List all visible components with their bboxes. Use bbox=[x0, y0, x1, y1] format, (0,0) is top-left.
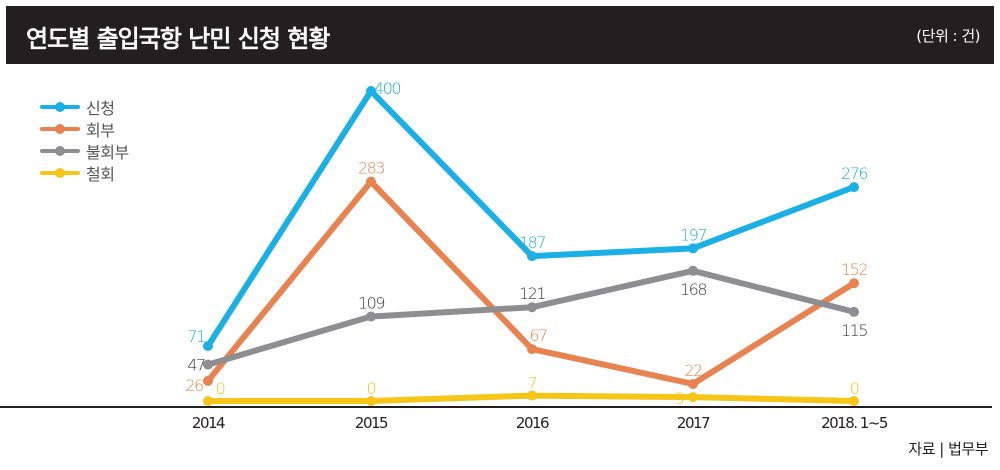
data-label-referred: 152 bbox=[841, 260, 867, 279]
legend-swatch-icon bbox=[40, 168, 80, 178]
series-layer bbox=[203, 86, 859, 406]
data-label-referred: 67 bbox=[529, 326, 547, 345]
data-point-referred bbox=[203, 375, 213, 386]
chart-header: 연도별 출입국항 난민 신청 현황 (단위 : 건) bbox=[6, 6, 994, 64]
x-tick-label: 2018. 1~5 bbox=[821, 414, 888, 432]
data-point-apply bbox=[527, 251, 537, 262]
data-point-withdrawn bbox=[366, 396, 376, 406]
data-label-withdrawn: 5 bbox=[675, 389, 684, 408]
data-label-apply: 400 bbox=[374, 79, 400, 98]
data-label-withdrawn: 0 bbox=[850, 379, 859, 398]
legend-label: 신청 bbox=[86, 99, 115, 118]
legend-item-apply: 신청 bbox=[40, 96, 129, 118]
legend-label: 회부 bbox=[86, 121, 115, 140]
data-label-apply: 276 bbox=[841, 164, 867, 183]
source-note: 자료 | 법무부 bbox=[908, 440, 988, 458]
unit-label: (단위 : 건) bbox=[916, 27, 980, 45]
x-tick-label: 2017 bbox=[677, 414, 710, 432]
data-point-referred bbox=[527, 344, 537, 355]
data-point-not-referred bbox=[527, 302, 537, 313]
x-tick-label: 2014 bbox=[192, 414, 225, 432]
legend-swatch-icon bbox=[40, 102, 80, 112]
label-layer: 0 0 7 5 0 26 283 67 22 152 47 109 121 168 115 71 400 187 1… bbox=[185, 79, 869, 408]
data-point-withdrawn bbox=[688, 392, 698, 403]
data-label-apply: 197 bbox=[680, 225, 706, 244]
data-label-not-referred: 121 bbox=[519, 284, 545, 303]
data-point-apply bbox=[849, 182, 859, 193]
data-point-not-referred bbox=[203, 359, 213, 370]
x-tick-label: 2015 bbox=[355, 414, 388, 432]
data-label-withdrawn: 0 bbox=[367, 379, 376, 398]
legend-swatch-icon bbox=[40, 124, 80, 134]
legend-item-referred: 회부 bbox=[40, 118, 129, 140]
data-point-not-referred bbox=[366, 311, 376, 322]
tick-layer: 2014 2015 2016 2017 2018. 1~5 bbox=[192, 414, 889, 432]
data-point-referred bbox=[688, 378, 698, 389]
data-label-referred: 22 bbox=[684, 361, 702, 380]
data-point-withdrawn bbox=[849, 396, 859, 406]
legend: 신청 회부 불회부 철회 bbox=[40, 96, 129, 184]
data-point-not-referred bbox=[688, 265, 698, 276]
data-point-apply bbox=[688, 243, 698, 254]
data-label-apply: 187 bbox=[519, 233, 545, 252]
x-tick-label: 2016 bbox=[516, 414, 549, 432]
chart-title: 연도별 출입국항 난민 신청 현황 bbox=[26, 25, 330, 53]
data-label-withdrawn: 0 bbox=[216, 379, 225, 398]
data-label-not-referred: 47 bbox=[187, 356, 205, 375]
data-label-withdrawn: 7 bbox=[528, 374, 537, 393]
data-point-withdrawn bbox=[203, 396, 213, 406]
data-label-not-referred: 168 bbox=[680, 280, 706, 299]
data-label-not-referred: 109 bbox=[358, 294, 384, 313]
data-label-referred: 26 bbox=[185, 376, 203, 395]
data-point-withdrawn bbox=[527, 390, 537, 401]
data-point-not-referred bbox=[849, 306, 859, 317]
legend-swatch-icon bbox=[40, 146, 80, 156]
data-label-referred: 283 bbox=[358, 159, 384, 178]
legend-item-withdrawn: 철회 bbox=[40, 162, 129, 184]
data-point-referred bbox=[366, 176, 376, 187]
data-point-apply bbox=[203, 340, 213, 351]
data-label-not-referred: 115 bbox=[841, 321, 867, 340]
legend-label: 불회부 bbox=[86, 143, 129, 162]
data-point-referred bbox=[849, 278, 859, 289]
legend-label: 철회 bbox=[86, 165, 115, 184]
legend-item-not-referred: 불회부 bbox=[40, 140, 129, 162]
data-label-apply: 71 bbox=[187, 327, 205, 346]
data-point-apply bbox=[366, 86, 376, 96]
